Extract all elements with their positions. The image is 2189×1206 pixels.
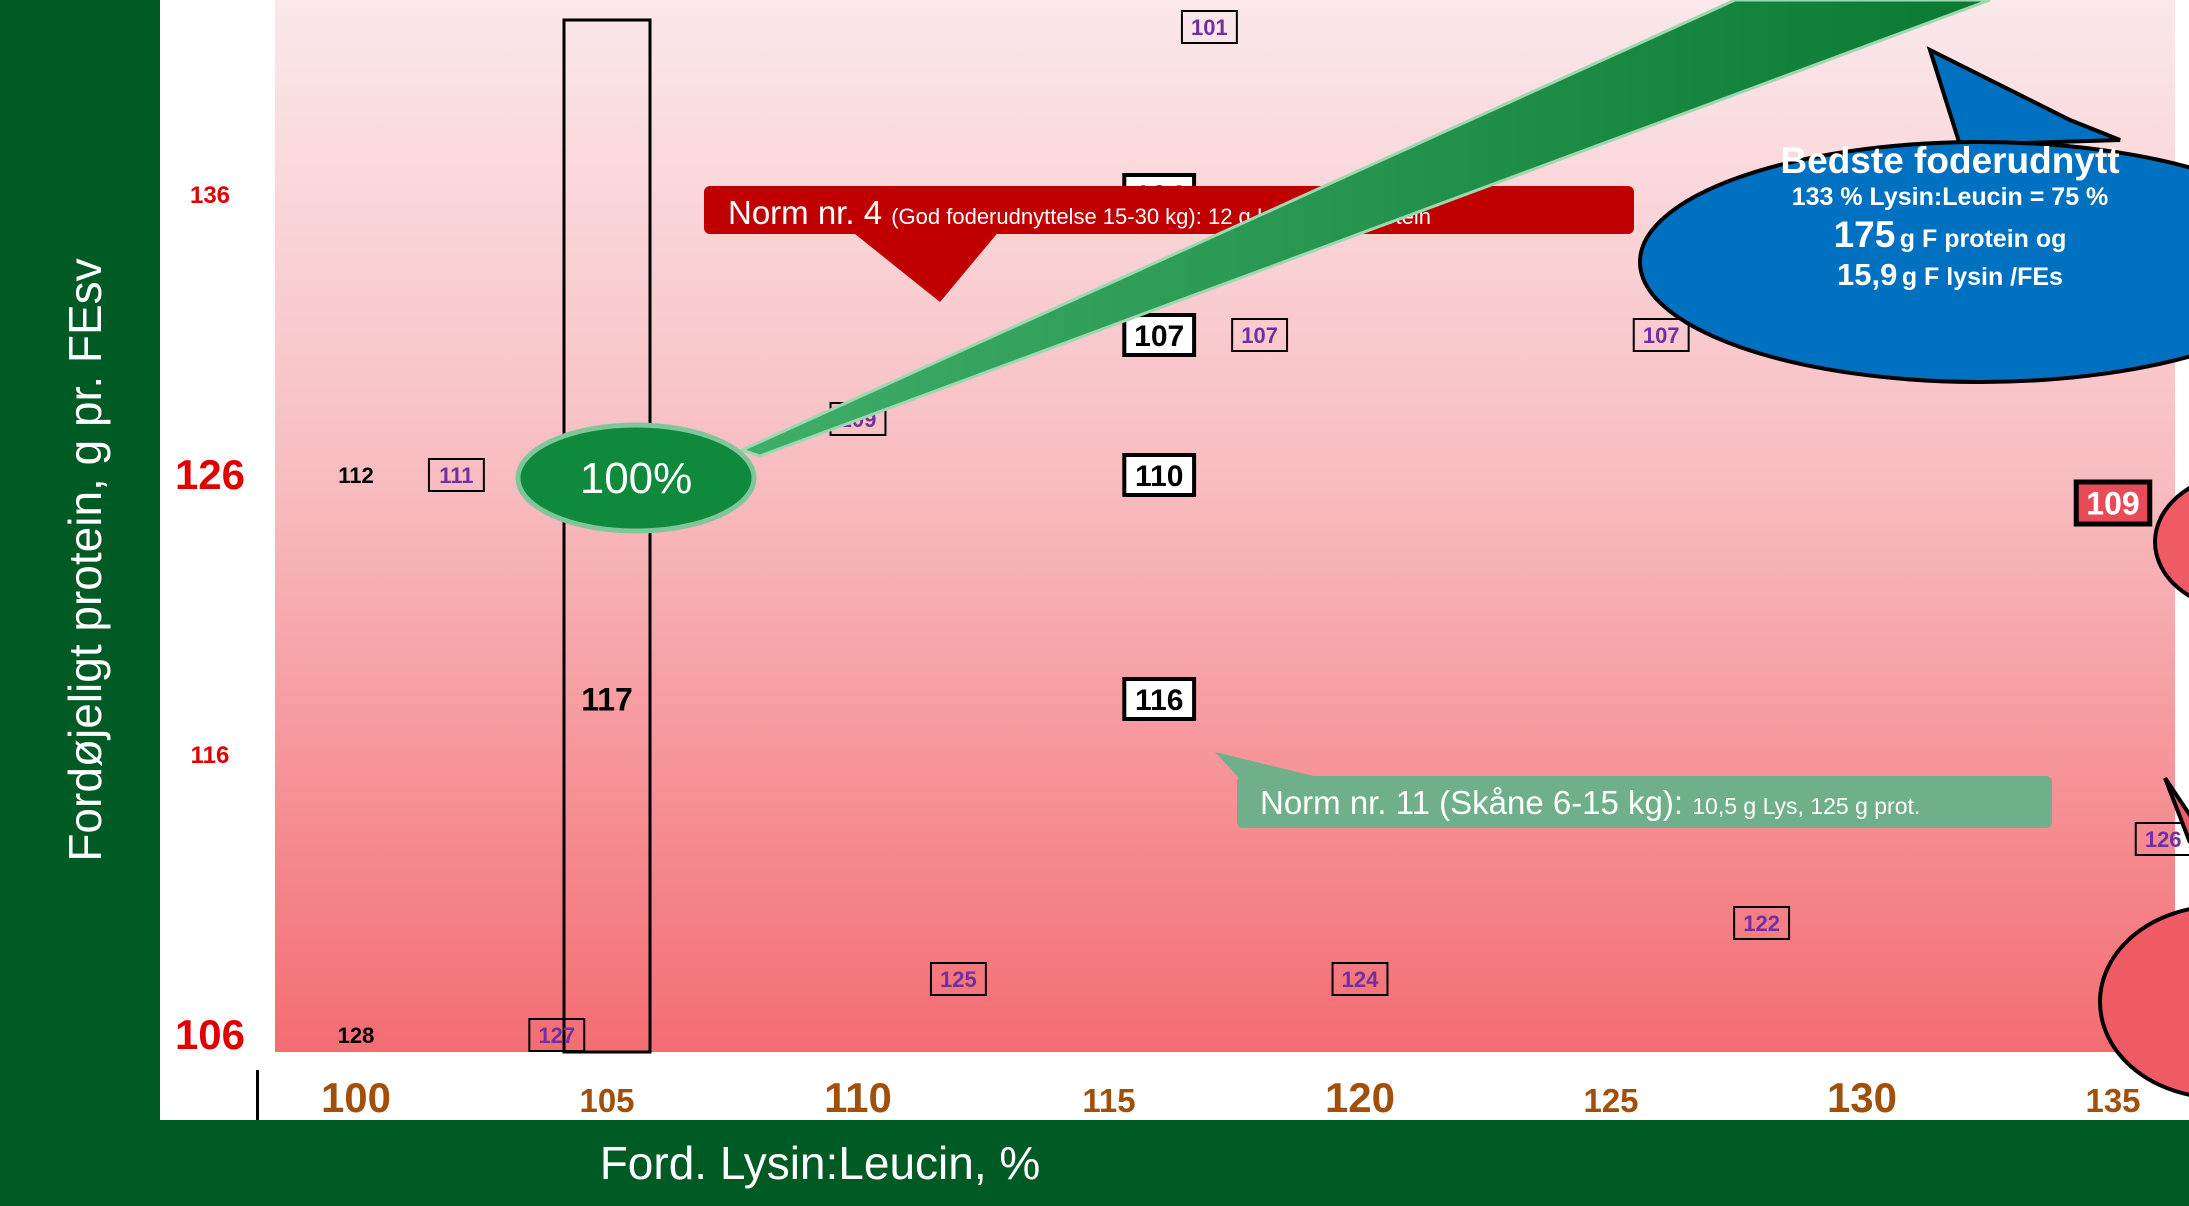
y-tick-label: 126	[175, 451, 245, 498]
data-point-label: 125	[940, 967, 977, 992]
data-point: 107	[1632, 318, 1690, 352]
tick-labels: 1761661561461361261161061001051101151201…	[175, 182, 2141, 1121]
best-lysin-text: g F lysin /FEs	[1901, 263, 2063, 291]
data-point: 117	[581, 682, 633, 718]
x-tick-label: 125	[1583, 1082, 1638, 1119]
norm4-title: Norm nr. 4	[728, 194, 891, 231]
data-point-box	[427, 458, 485, 492]
x-axis-title: Ford. Lysin:Leucin, %	[599, 1137, 1041, 1189]
green-pointer	[737, 0, 1991, 458]
x-axis-divider	[256, 1070, 259, 1120]
y-tick-label: 106	[175, 1011, 245, 1058]
norm11-callout-text: Norm nr. 11 (Skåne 6-15 kg): 10,5 g Lys,…	[1260, 784, 1920, 821]
data-point: 125	[929, 962, 987, 996]
x-tick-label: 100	[321, 1074, 391, 1121]
data-point-label: 124	[1342, 967, 1379, 992]
x-tick-label: 115	[1082, 1082, 1135, 1119]
data-point-box	[1231, 318, 1289, 352]
reference-lines	[562, 18, 652, 1054]
x-tick-label: 110	[824, 1074, 892, 1121]
y-tick-label: 136	[190, 182, 230, 209]
data-point: 116	[1122, 677, 1197, 721]
data-point: 111	[427, 458, 485, 492]
x-axis-band	[0, 1120, 2189, 1206]
data-point-box	[1180, 10, 1238, 44]
best-line1: Bedste foderudnytt	[1780, 140, 2120, 181]
data-point-box	[2073, 479, 2153, 527]
y-tick-label: 116	[191, 742, 230, 769]
data-point-label: 107	[1134, 320, 1184, 353]
best-protein-value: 175	[1833, 214, 1896, 255]
data-point-label: 128	[338, 1023, 375, 1048]
data-point-label: 107	[1643, 323, 1680, 348]
x-tick-label: 135	[2085, 1082, 2140, 1119]
best-bubble	[1638, 140, 2189, 384]
pointer-ellipse	[515, 422, 757, 534]
data-point-label: 107	[1241, 323, 1278, 348]
data-point: 128	[338, 1023, 375, 1048]
data-point-box	[2134, 822, 2189, 856]
norm11-detail: 10,5 g Lys, 125 g prot.	[1692, 793, 1920, 819]
data-point-label: 109	[2086, 486, 2139, 522]
data-point-label: 111	[439, 463, 473, 488]
best-line2: 133 % Lysin:Leucin = 75 %	[1791, 183, 2109, 211]
norm11-title: Norm nr. 11 (Skåne 6-15 kg):	[1260, 784, 1692, 821]
data-point-box	[528, 1018, 586, 1052]
data-point-box	[1122, 313, 1197, 357]
data-point: 107	[1231, 318, 1289, 352]
data-point-label: 117	[581, 682, 633, 718]
data-point-label: 122	[1743, 911, 1780, 936]
pointer-label: 100%	[580, 454, 693, 503]
norm11-callout-box	[1237, 776, 2052, 828]
data-point: 109	[2073, 479, 2153, 527]
data-point-label: 110	[1135, 460, 1183, 493]
data-point: 122	[1733, 906, 1791, 940]
data-point: 124	[1331, 962, 1389, 996]
right-bubble-lower	[2098, 907, 2189, 1097]
right-bubble-upper	[2153, 486, 2189, 598]
reference-column-x	[562, 18, 652, 1054]
best-line3: 175 g F protein og	[1640, 216, 2189, 253]
data-point: 127	[528, 1018, 586, 1052]
x-tick-label: 130	[1827, 1074, 1897, 1121]
data-point: 107	[1122, 313, 1197, 357]
x-axis-strip	[160, 1070, 2189, 1120]
x-tick-label: 120	[1325, 1074, 1395, 1121]
data-point-label: 101	[1191, 15, 1228, 40]
best-bubble-tail	[1926, 46, 2121, 148]
data-point: 110	[1122, 453, 1197, 497]
data-point-box	[1331, 962, 1389, 996]
norm4-callout-tail	[850, 230, 1000, 302]
data-point-label: 116	[1135, 684, 1183, 717]
data-point-label: 127	[538, 1023, 575, 1048]
best-protein-text: g F protein og	[1899, 225, 2067, 253]
data-point: 101	[1180, 10, 1238, 44]
best-line4: 15,9 g F lysin /FEs	[1640, 259, 2189, 290]
data-point-label: 126	[2145, 827, 2182, 852]
data-point: 112	[338, 463, 374, 488]
best-bubble-text: Bedste foderudnytt 133 % Lysin:Leucin = …	[1640, 142, 2189, 290]
data-point-label: 112	[338, 463, 374, 488]
y-axis-band	[0, 0, 160, 1206]
right-bubble-lower-tail	[2163, 776, 2189, 844]
data-point-box	[1733, 906, 1791, 940]
annotations: Norm nr. 4 (God foderudnyttelse 15-30 kg…	[515, 0, 2189, 1097]
data-point-box	[1632, 318, 1690, 352]
data-point: 126	[2134, 822, 2189, 856]
best-lysin-value: 15,9	[1837, 257, 1898, 292]
data-point-box	[929, 962, 987, 996]
data-point-box	[1122, 453, 1197, 497]
data-point-box	[1122, 677, 1197, 721]
x-tick-label: 105	[579, 1082, 634, 1119]
